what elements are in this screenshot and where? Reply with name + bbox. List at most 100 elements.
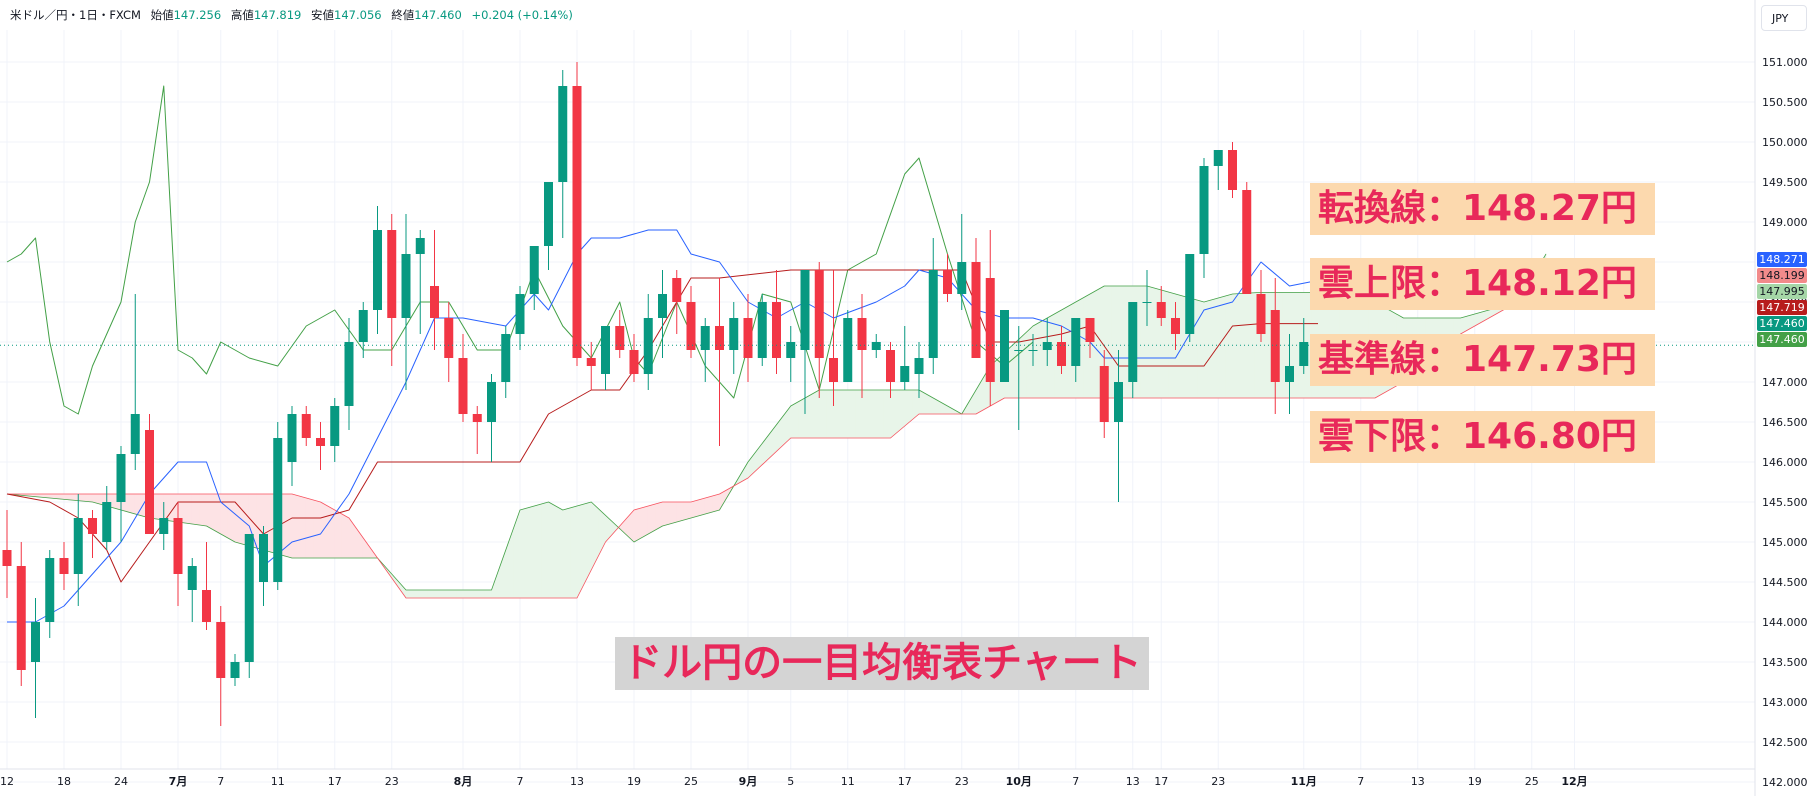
- low-label: 安値: [311, 8, 335, 22]
- cloud-segment: [476, 589, 485, 599]
- cloud-segment: [469, 589, 478, 599]
- candle-body: [2, 550, 12, 566]
- x-tick-label: 11: [841, 775, 855, 788]
- candle-body: [387, 230, 397, 318]
- candle-body: [1071, 318, 1081, 366]
- candle-body: [116, 454, 126, 502]
- cloud-segment: [334, 509, 343, 559]
- candle-body: [16, 566, 26, 670]
- candle-body: [957, 262, 967, 294]
- candle-body: [700, 326, 710, 350]
- candle-body: [373, 230, 382, 310]
- candle-body: [501, 334, 511, 382]
- cloud-segment: [462, 589, 471, 599]
- currency-button[interactable]: JPY: [1761, 5, 1807, 31]
- cloud-segment: [569, 505, 578, 599]
- x-tick-label: 13: [1411, 775, 1425, 788]
- candle-body: [871, 342, 881, 350]
- candle-body: [615, 326, 625, 350]
- candle-body: [73, 518, 83, 574]
- cloud-segment: [291, 493, 300, 559]
- cloud-segment: [519, 507, 528, 599]
- cloud-segment: [184, 493, 193, 525]
- x-tick-label: 11月: [1291, 775, 1317, 788]
- cloud-segment: [1225, 293, 1233, 399]
- cloud-segment: [704, 495, 713, 515]
- cloud-segment: [897, 389, 906, 433]
- cloud-segment: [1018, 331, 1027, 399]
- cloud-segment: [826, 389, 834, 439]
- cloud-segment: [1032, 321, 1041, 399]
- candle-body: [430, 286, 439, 318]
- cloud-segment: [790, 401, 799, 439]
- candle-body: [273, 438, 283, 582]
- candle-body: [358, 310, 368, 342]
- cloud-segment: [298, 495, 307, 559]
- candle-body: [814, 270, 824, 358]
- candle-body: [145, 430, 154, 534]
- senkou-span-a-line: [6, 253, 1547, 591]
- x-tick-label: 25: [1525, 775, 1539, 788]
- candle-body: [216, 622, 226, 678]
- candle-body: [1042, 342, 1052, 350]
- x-tick-label: 7月: [169, 775, 188, 788]
- candle-body: [772, 302, 781, 358]
- candle-body: [330, 406, 340, 446]
- cloud-segment: [427, 589, 435, 599]
- candle-body: [843, 318, 853, 382]
- cloud-segment: [619, 517, 628, 537]
- cloud-segment: [697, 497, 706, 517]
- cloud-segment: [313, 499, 321, 559]
- candle-body: [187, 566, 197, 590]
- cloud-segment: [1082, 293, 1091, 399]
- cloud-segment: [348, 517, 357, 559]
- y-tick-label: 144.000: [1762, 616, 1808, 629]
- y-tick-label: 147.000: [1762, 376, 1808, 389]
- candle-body: [415, 238, 425, 254]
- x-tick-label: 17: [1154, 775, 1168, 788]
- candle-body: [743, 318, 753, 358]
- open-value: 147.256: [173, 8, 222, 22]
- price-tag-label: 148.271: [1759, 253, 1805, 266]
- candle-body: [444, 318, 454, 358]
- x-tick-label: 25: [684, 775, 698, 788]
- candle-body: [1299, 342, 1309, 366]
- cloud-segment: [861, 389, 870, 439]
- cloud-segment: [797, 397, 806, 439]
- y-tick-label: 146.000: [1762, 456, 1808, 469]
- cloud-segment: [412, 589, 421, 599]
- cloud-segment: [1203, 299, 1212, 399]
- cloud-segment: [512, 509, 521, 599]
- symbol-label[interactable]: 米ドル／円・1日・FXCM: [10, 8, 141, 22]
- cloud-segment: [441, 589, 450, 599]
- cloud-segment: [854, 389, 863, 439]
- price-tag: [1757, 316, 1807, 331]
- x-tick-label: 23: [1211, 775, 1225, 788]
- candle-body: [643, 318, 653, 374]
- cloud-segment: [448, 589, 457, 599]
- x-tick-label: 12月: [1561, 775, 1587, 788]
- cloud-segment: [284, 493, 293, 559]
- cloud-segment: [633, 507, 642, 543]
- y-tick-label: 151.000: [1762, 56, 1808, 69]
- candle-body: [1114, 382, 1123, 422]
- y-tick-label: 146.500: [1762, 416, 1808, 429]
- cloud-segment: [911, 389, 920, 421]
- candle-body: [1014, 350, 1024, 351]
- cloud-segment: [199, 493, 207, 527]
- x-tick-label: 18: [57, 775, 71, 788]
- x-tick-label: 7: [217, 775, 224, 788]
- candle-body: [1000, 310, 1009, 382]
- cloud-segment: [227, 493, 236, 543]
- cloud-segment: [484, 589, 492, 599]
- candle-body: [558, 86, 568, 182]
- high-value: 147.819: [253, 8, 302, 22]
- change-value: +0.204 (+0.14%): [471, 8, 573, 22]
- x-tick-label: 23: [955, 775, 969, 788]
- cloud-segment: [576, 503, 585, 599]
- x-tick-label: 11: [271, 775, 285, 788]
- cloud-segment: [712, 493, 720, 513]
- price-tag-label: 147.719: [1759, 301, 1805, 314]
- cloud-segment: [156, 493, 165, 521]
